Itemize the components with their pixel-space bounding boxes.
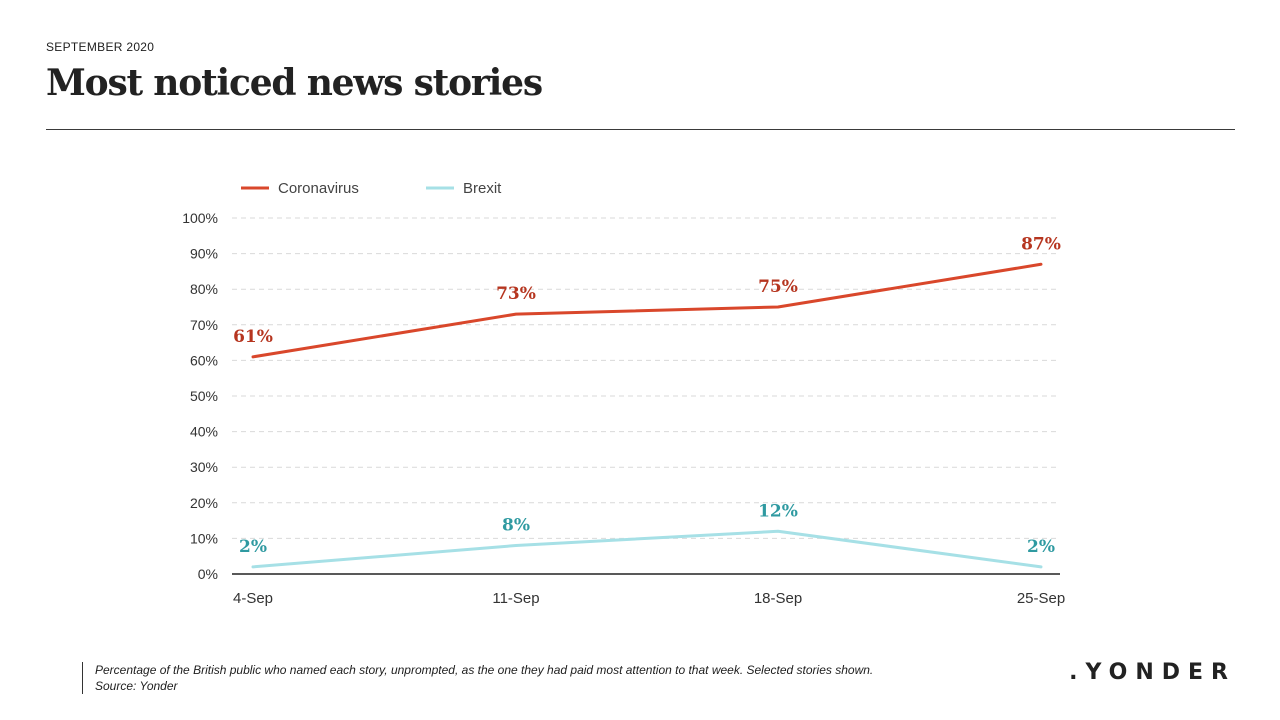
source-text: Source: Yonder [95, 679, 178, 693]
data-label: 87% [1021, 234, 1061, 254]
footnote-text: Percentage of the British public who nam… [95, 663, 874, 677]
data-label: 12% [758, 501, 798, 521]
y-tick-label: 60% [190, 352, 218, 368]
legend-label: Brexit [463, 180, 502, 197]
y-tick-label: 0% [198, 566, 218, 582]
data-label: 8% [502, 516, 530, 536]
y-tick-label: 50% [190, 388, 218, 404]
y-tick-label: 10% [190, 530, 218, 546]
y-tick-label: 20% [190, 495, 218, 511]
y-tick-label: 90% [190, 246, 218, 262]
x-tick-label: 4-Sep [233, 590, 273, 607]
data-label: 2% [239, 537, 267, 557]
y-tick-label: 70% [190, 317, 218, 333]
x-tick-label: 11-Sep [492, 590, 539, 607]
y-tick-label: 30% [190, 459, 218, 475]
report-date: SEPTEMBER 2020 [46, 40, 155, 54]
x-tick-label: 25-Sep [1017, 590, 1065, 607]
yonder-logo: .YONDER [1069, 660, 1236, 685]
page-title: Most noticed news stories [46, 62, 543, 104]
data-label: 2% [1027, 537, 1055, 557]
footnote: Percentage of the British public who nam… [82, 662, 1045, 694]
data-label: 73% [496, 284, 536, 304]
data-label: 61% [233, 327, 273, 347]
x-tick-label: 18-Sep [754, 590, 802, 607]
legend-label: Coronavirus [278, 180, 359, 197]
y-tick-label: 80% [190, 281, 218, 297]
y-tick-label: 100% [182, 210, 218, 226]
data-label: 75% [758, 277, 798, 297]
title-divider [46, 129, 1235, 130]
y-tick-label: 40% [190, 424, 218, 440]
series-line [251, 529, 1043, 569]
series-line [251, 262, 1043, 359]
